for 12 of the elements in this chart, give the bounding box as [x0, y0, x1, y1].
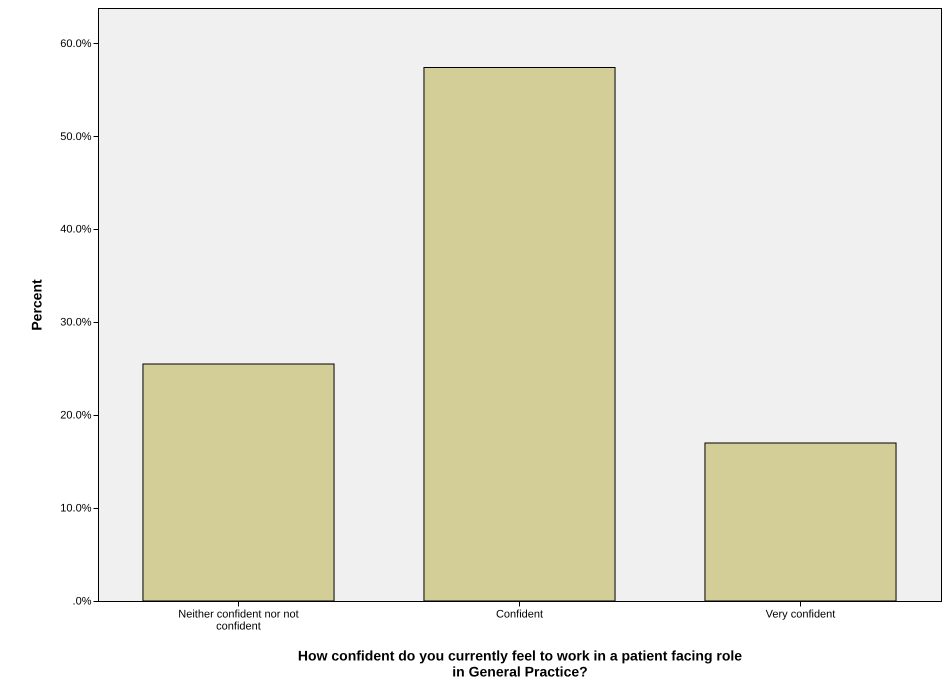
x-tick-label: Neither confident nor not confident: [178, 608, 299, 632]
x-tick-label: Very confident: [766, 608, 836, 620]
x-axis-title: How confident do you currently feel to work in a patient facing role in General Practice?: [298, 648, 742, 680]
y-tick-label: 50.0%: [60, 130, 92, 143]
x-tick-label: Confident: [496, 608, 544, 620]
y-tick-label: 60.0%: [60, 38, 92, 50]
y-tick-label: .0%: [72, 596, 92, 608]
y-tick-label: 30.0%: [60, 316, 92, 329]
y-axis-title: Percent: [28, 278, 44, 331]
y-tick-label: 20.0%: [60, 410, 92, 422]
y-tick-label: 10.0%: [60, 502, 92, 515]
y-tick-label: 40.0%: [60, 224, 92, 236]
